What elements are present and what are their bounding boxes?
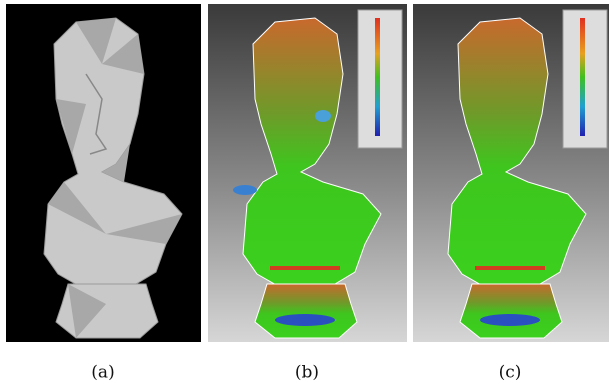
panel-a — [6, 4, 201, 342]
caption: (b) — [295, 363, 319, 383]
panel-c — [413, 4, 609, 342]
figure: (a) (b) (c) — [0, 0, 610, 389]
caption: (c) — [499, 363, 522, 383]
caption: (a) — [91, 363, 114, 383]
panel-b — [208, 4, 407, 342]
